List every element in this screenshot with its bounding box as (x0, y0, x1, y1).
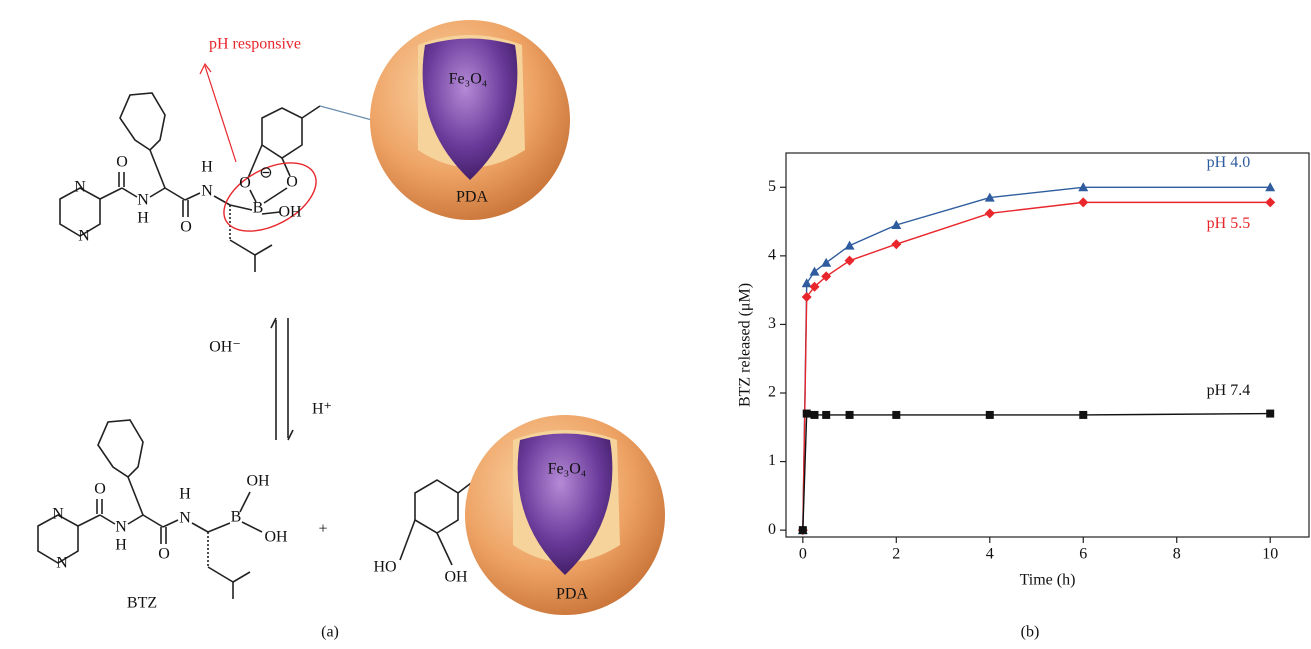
atom: N (52, 506, 64, 523)
x-tick-label: 6 (1079, 546, 1087, 563)
y-axis-label: BTZ released (μM) (737, 283, 754, 407)
y-tick-label: 4 (768, 247, 776, 264)
data-point (845, 241, 855, 250)
plot-frame (786, 153, 1309, 537)
molecule-backbone (38, 420, 250, 599)
atom: N (78, 228, 90, 245)
atom: N (74, 179, 86, 196)
atom: HO (373, 559, 396, 576)
y-tick-label: 3 (768, 315, 776, 332)
data-point (846, 411, 854, 419)
x-tick-label: 10 (1262, 546, 1278, 563)
data-point (1266, 410, 1274, 418)
data-point (1265, 197, 1275, 207)
drug-label: BTZ (127, 595, 157, 612)
data-point (821, 258, 831, 267)
atom: OH (444, 569, 468, 586)
plus: + (318, 521, 327, 538)
core-label: Fe₃O₄ (449, 71, 488, 88)
atom: B (253, 200, 264, 217)
data-point (985, 208, 995, 218)
y-tick-label: 1 (768, 452, 776, 469)
atom: H (201, 159, 213, 176)
data-point (799, 526, 807, 534)
x-axis-label: Time (h) (1020, 572, 1076, 589)
boronic-acid (208, 480, 475, 565)
atom: OH (264, 529, 288, 546)
x-tick-label: 2 (892, 546, 900, 563)
atom: ⊖ (259, 165, 272, 182)
x-tick-label: 4 (986, 546, 994, 563)
data-point (803, 410, 811, 418)
atom: N (179, 510, 191, 527)
panel-label: (b) (1021, 624, 1040, 641)
y-tick-label: 0 (768, 521, 776, 538)
atom: OH (246, 473, 270, 490)
atom: O (239, 175, 251, 192)
series-label: pH 5.5 (1207, 215, 1251, 232)
data-point (986, 411, 994, 419)
data-point (1078, 197, 1088, 207)
atom: H (179, 486, 191, 503)
reagent: H⁺ (312, 401, 332, 418)
atom: O (116, 154, 128, 171)
chart: 0 2 4 6 8 10 0 1 2 3 4 5 Time (h) BTZ released (μM) pH… (737, 153, 1309, 589)
series-label: pH 7.4 (1207, 382, 1251, 399)
atom: O (180, 219, 192, 236)
atom: O (286, 174, 298, 191)
atom: B (231, 509, 242, 526)
atom: O (158, 546, 170, 563)
data-point (845, 256, 855, 266)
data-point (891, 239, 901, 249)
data-point (802, 278, 812, 287)
y-tick-label: 5 (768, 178, 776, 195)
core-label: Fe₃O₄ (548, 461, 587, 478)
reagent: OH⁻ (209, 339, 241, 356)
series-line (803, 187, 1270, 530)
series-line (803, 414, 1270, 531)
atom: N (115, 519, 127, 536)
y-tick-label: 2 (768, 384, 776, 401)
annotation: pH responsive (209, 36, 301, 53)
data-point (811, 411, 819, 419)
x-tick-label: 0 (799, 546, 807, 563)
figure: pH responsive N N O N H O H N O O B OH ⊖… (0, 0, 1311, 649)
equilibrium-arrows (271, 318, 293, 440)
atom-labels: N N O N H O H N B OH OH HO OH (52, 473, 468, 586)
data-point (892, 411, 900, 419)
data-point (810, 267, 820, 276)
atom: H (115, 537, 127, 554)
data-point (1079, 411, 1087, 419)
panel-label: (a) (321, 624, 339, 641)
series-line (803, 202, 1270, 530)
atom: N (201, 183, 213, 200)
atom: H (137, 210, 149, 227)
atom: N (56, 555, 68, 572)
shell-label: PDA (556, 586, 588, 603)
data-point (822, 411, 830, 419)
atom: O (94, 481, 106, 498)
atom: N (137, 192, 149, 209)
shell-label: PDA (456, 189, 488, 206)
atom: OH (278, 204, 302, 221)
x-tick-label: 8 (1173, 546, 1181, 563)
series-label: pH 4.0 (1207, 154, 1251, 171)
